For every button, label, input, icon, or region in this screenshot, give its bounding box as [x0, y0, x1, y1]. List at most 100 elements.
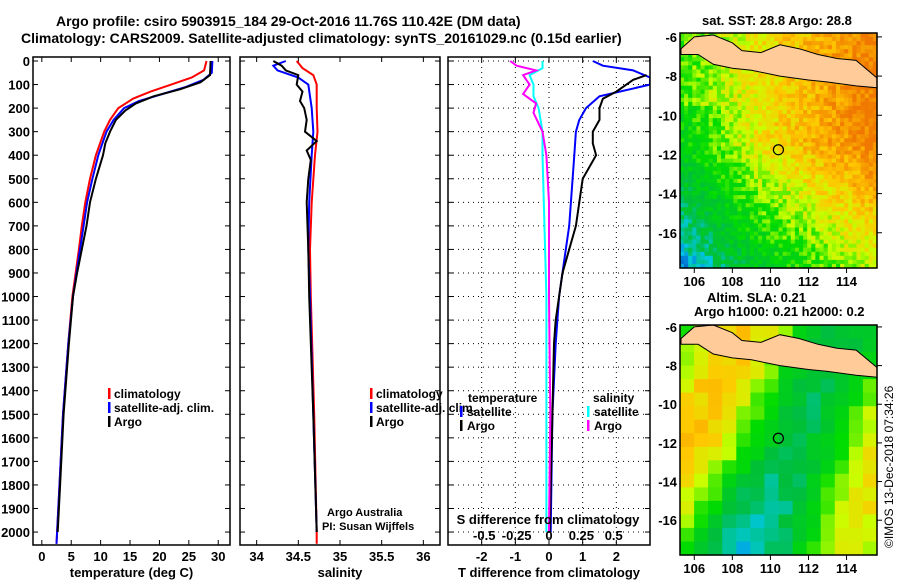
map-cell	[803, 211, 808, 216]
map-cell	[696, 134, 702, 139]
map-cell	[708, 187, 714, 192]
map-cell	[823, 219, 829, 225]
map-cell	[782, 255, 788, 261]
map-cell	[725, 219, 730, 225]
map-cell	[848, 158, 853, 164]
legend-t-item: satellite	[467, 405, 512, 419]
map-cell	[860, 191, 866, 196]
map-cell	[736, 365, 751, 380]
map-cell	[729, 118, 734, 123]
map-cell	[848, 487, 864, 502]
panel-frame	[32, 56, 231, 546]
map-cell	[778, 191, 784, 196]
map-cell	[872, 126, 878, 131]
map-cell	[684, 259, 689, 265]
map-cell	[778, 114, 784, 119]
map-cell	[811, 227, 816, 233]
map-cell	[692, 223, 697, 229]
map-cell	[721, 243, 726, 249]
map-cell	[844, 45, 849, 50]
map-cell	[872, 45, 878, 50]
map-cell	[733, 251, 739, 257]
map-cell	[799, 130, 804, 135]
map-cell	[848, 126, 853, 131]
map-cell	[807, 158, 812, 164]
map-cell	[708, 182, 714, 188]
map-cell	[778, 365, 794, 380]
series-group	[509, 60, 650, 533]
map-cell	[872, 211, 878, 216]
map-cell	[733, 158, 739, 164]
map-cell	[819, 85, 825, 91]
map-cell	[844, 178, 849, 184]
map-cell	[749, 259, 755, 265]
map-cell	[680, 203, 685, 208]
map-cell	[696, 219, 702, 225]
map-cell	[741, 191, 747, 196]
map-cell	[782, 211, 788, 216]
x-tick-label: 0	[545, 549, 552, 564]
map-cell	[721, 101, 726, 107]
map-cell	[721, 231, 726, 237]
map-cell	[868, 219, 874, 225]
map-cell	[794, 158, 800, 164]
map-cell	[741, 215, 747, 220]
map-cell	[834, 541, 850, 556]
map-cell	[750, 379, 766, 394]
map-cell	[831, 263, 837, 269]
map-cell	[753, 203, 759, 208]
map-cell	[778, 514, 794, 529]
map-cell	[684, 255, 689, 261]
map-cell	[749, 182, 755, 188]
map-cell	[737, 105, 743, 111]
map-cell	[684, 215, 689, 220]
map-cell	[868, 255, 874, 261]
map-cell	[827, 174, 833, 180]
map-cell	[745, 211, 751, 216]
map-cell	[868, 142, 874, 148]
map-cell	[692, 174, 697, 180]
map-cell	[725, 101, 730, 107]
map-cell	[733, 89, 739, 95]
map-cell	[782, 150, 788, 156]
map-cell	[790, 162, 796, 168]
map-cell	[745, 89, 751, 95]
map-cell	[770, 114, 775, 119]
map-cell	[733, 178, 739, 184]
map-cell	[741, 223, 747, 229]
map-cell	[864, 219, 870, 225]
map-cell	[770, 122, 775, 127]
map-cell	[762, 85, 767, 91]
map-cell	[794, 33, 800, 38]
map-cell	[766, 85, 771, 91]
map-cell	[811, 154, 816, 160]
map-cell	[694, 460, 709, 475]
map-cell	[721, 211, 726, 216]
map-cell	[750, 406, 766, 421]
map-cell	[725, 114, 730, 119]
map-cell	[708, 419, 723, 434]
map-cell	[704, 239, 710, 245]
map-cell	[868, 263, 874, 269]
map-cell	[725, 166, 730, 172]
map-cell	[696, 259, 702, 265]
map-cell	[700, 126, 706, 131]
map-cell	[708, 154, 714, 160]
map-cell	[704, 227, 710, 233]
map-cell	[860, 57, 866, 62]
map-cell	[736, 541, 751, 556]
map-cell	[815, 97, 821, 103]
map-cell	[758, 174, 763, 180]
map-cell	[716, 199, 722, 204]
map-cell	[725, 126, 730, 131]
map-cell	[758, 41, 763, 46]
map-cell	[745, 105, 751, 111]
map-cell	[819, 174, 825, 180]
map-cell	[680, 73, 685, 79]
map-cell	[831, 138, 837, 143]
map-cell	[852, 170, 858, 176]
map-cell	[733, 93, 739, 99]
map-cell	[811, 182, 816, 188]
map-cell	[806, 500, 822, 515]
map-cell	[753, 191, 759, 196]
